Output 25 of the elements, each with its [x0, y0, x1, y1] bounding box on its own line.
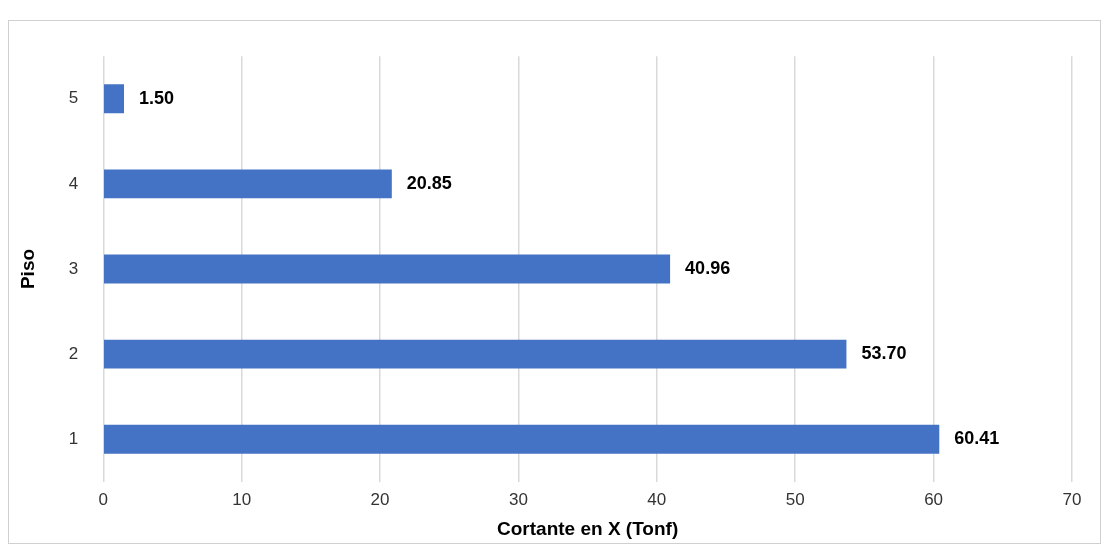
x-tick-label: 60 [924, 489, 944, 509]
bar [104, 254, 671, 284]
data-label: 53.70 [861, 343, 907, 364]
x-tick-label: 10 [232, 489, 252, 509]
x-tick-label: 20 [370, 489, 390, 509]
x-tick-label: 30 [508, 489, 528, 509]
y-tick-label: 4 [68, 173, 79, 193]
data-label: 40.96 [685, 257, 731, 278]
x-axis-title: Cortante en X (Tonf) [497, 517, 679, 539]
data-label: 60.41 [954, 428, 1000, 449]
data-label: 20.85 [406, 172, 452, 193]
x-tick-label: 0 [98, 489, 108, 509]
x-tick-label: 70 [1062, 489, 1082, 509]
y-axis-title: Piso [16, 248, 38, 290]
y-tick-label: 5 [68, 88, 79, 108]
data-label: 1.50 [139, 87, 175, 108]
y-tick-label: 3 [68, 258, 79, 278]
y-tick-label: 1 [68, 428, 79, 448]
bar [104, 424, 940, 454]
x-tick-label: 40 [647, 489, 667, 509]
bar [104, 169, 392, 199]
y-tick-label: 2 [68, 343, 79, 363]
bar [104, 84, 125, 114]
x-tick-label: 50 [785, 489, 805, 509]
bar [104, 339, 847, 369]
